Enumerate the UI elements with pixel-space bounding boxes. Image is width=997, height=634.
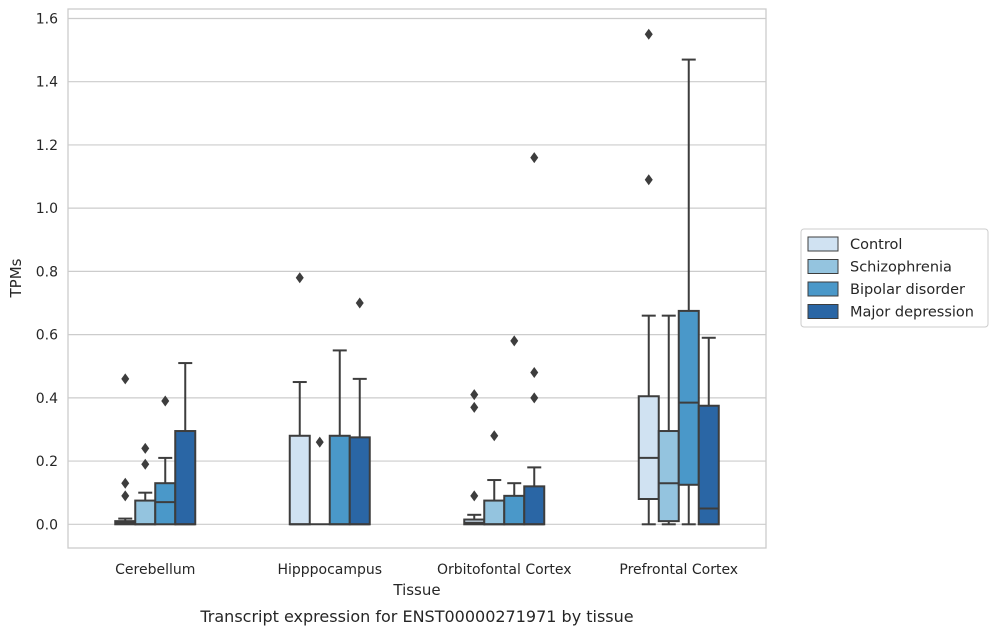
box-body [483, 499, 506, 526]
outlier-point [121, 490, 130, 502]
box-body [154, 482, 177, 526]
box-1-1 [309, 436, 330, 526]
box-body [134, 499, 157, 526]
outlier-point [355, 297, 364, 309]
y-tick-label: 0.6 [36, 328, 58, 344]
y-tick-label: 0.2 [36, 454, 58, 470]
outlier-point [161, 395, 170, 407]
box-body [677, 309, 700, 486]
plot-frame [67, 8, 767, 549]
outlier-point [295, 272, 304, 284]
y-tick-label: 0.8 [36, 264, 58, 280]
box-body [288, 434, 311, 526]
outlier-point [121, 373, 130, 385]
y-tick-label: 0.0 [36, 517, 58, 533]
legend-label: Major depression [850, 305, 974, 321]
outlier-point [644, 174, 653, 186]
box-0-3 [174, 362, 197, 526]
x-tick-labels: Cerebellum Hipppocampus Orbitofontal Corte… [115, 562, 738, 578]
box-3-1 [657, 314, 680, 526]
box-2-1 [483, 430, 506, 526]
legend-swatch [807, 281, 839, 297]
outlier-point [121, 477, 130, 489]
outlier-point [530, 367, 539, 379]
legend-label: Schizophrenia [850, 260, 952, 276]
legend-swatch [807, 236, 839, 252]
box-0-0 [114, 373, 137, 526]
y-tick-labels: 0.0 0.2 0.4 0.6 0.8 1.0 1.2 1.4 1.6 [36, 11, 58, 533]
y-tick-label: 1.4 [36, 75, 58, 91]
box-body [637, 395, 660, 500]
legend: Control Schizophrenia Bipolar disorder Majo… [800, 228, 989, 328]
box-body [503, 494, 526, 526]
legend-frame [800, 228, 989, 328]
box-2-3 [523, 152, 546, 526]
outlier-point [470, 401, 479, 413]
outlier-point [644, 28, 653, 40]
box-1-2 [328, 349, 351, 526]
outlier-point [530, 392, 539, 404]
outlier-point [141, 442, 150, 454]
x-tick-label: Orbitofontal Cortex [437, 562, 572, 578]
box-body [697, 404, 720, 526]
outlier-point [141, 458, 150, 470]
outlier-point [530, 152, 539, 164]
outlier-point [470, 389, 479, 401]
y-tick-label: 1.6 [36, 11, 58, 27]
outlier-point [510, 335, 519, 347]
x-tick-label: Prefrontal Cortex [619, 562, 738, 578]
box-body [523, 485, 546, 526]
legend-label: Bipolar disorder [850, 282, 965, 298]
box-body [348, 436, 371, 526]
legend-swatch [807, 259, 839, 274]
y-tick-label: 0.4 [36, 391, 58, 407]
outlier-point [490, 430, 499, 442]
chart-caption: Transcript expression for ENST0000027197… [199, 607, 633, 626]
x-tick-label: Cerebellum [115, 562, 195, 578]
box-1-0 [288, 272, 311, 526]
box-body [174, 430, 197, 526]
box-2-0 [463, 389, 486, 526]
y-axis-label: TPMs [7, 258, 25, 298]
legend-swatch [807, 304, 839, 319]
box-body [657, 430, 680, 523]
x-axis-label: Tissue [392, 581, 440, 599]
outlier-point [470, 490, 479, 502]
y-tick-label: 1.2 [36, 138, 58, 154]
box-3-3 [697, 336, 720, 526]
box-layer [114, 28, 720, 526]
outlier-point [315, 436, 324, 448]
box-body [328, 434, 351, 526]
box-3-0 [637, 28, 660, 526]
box-0-2 [154, 395, 177, 526]
box-3-2 [677, 58, 700, 526]
box-1-3 [348, 297, 371, 526]
box-0-1 [134, 442, 157, 526]
legend-label: Control [850, 237, 902, 253]
y-tick-label: 1.0 [36, 201, 58, 217]
x-tick-label: Hipppocampus [277, 562, 382, 578]
box-2-2 [503, 335, 526, 526]
